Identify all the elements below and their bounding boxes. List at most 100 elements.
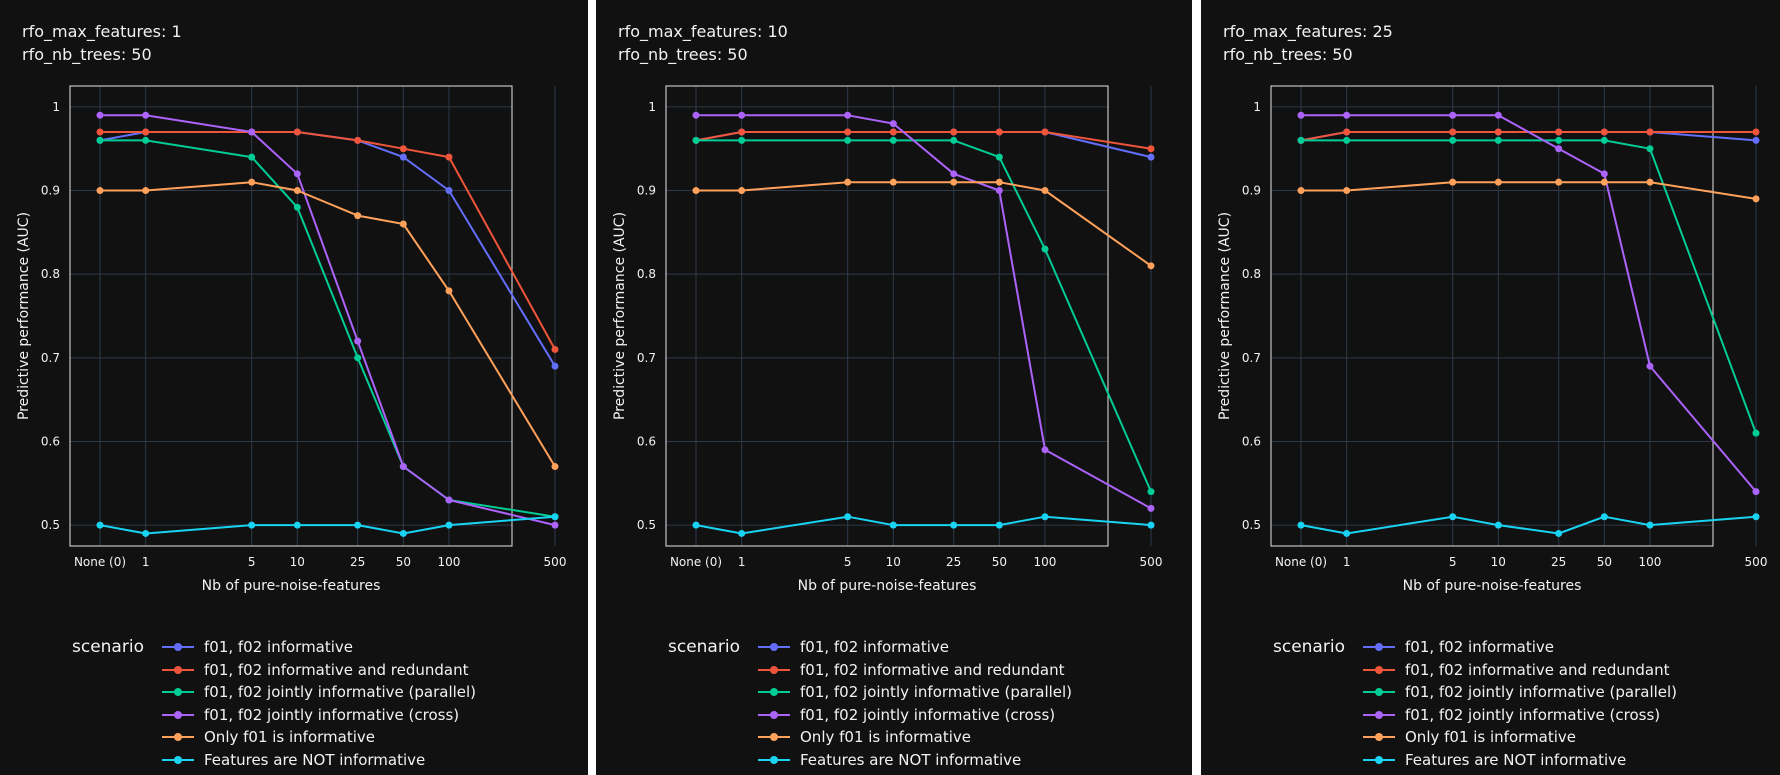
param-max-features: rfo_max_features: 25	[1223, 22, 1393, 41]
legend-item[interactable]: Only f01 is informative	[758, 727, 971, 747]
legend-item[interactable]: Only f01 is informative	[1363, 727, 1576, 747]
data-point	[399, 153, 407, 161]
y-tick-label: 1	[52, 100, 60, 114]
data-point	[1555, 529, 1563, 537]
data-point	[1449, 136, 1457, 144]
data-point	[889, 136, 897, 144]
legend-swatch-icon	[162, 664, 194, 676]
data-point	[445, 187, 453, 195]
data-point	[1555, 145, 1563, 153]
series-line	[96, 128, 559, 370]
line-chart: None (0) 1 5 10 25 50 100 500 0.5 0.6 0.7 0.8 0.9 1 Nb…	[1217, 85, 1767, 594]
panel-header: rfo_max_features: 25 rfo_nb_trees: 50	[1223, 20, 1393, 66]
series-line	[692, 128, 1155, 161]
data-point	[354, 136, 362, 144]
plot-area-border	[665, 85, 1109, 547]
data-point	[1041, 187, 1049, 195]
legend-item[interactable]: f01, f02 informative and redundant	[758, 660, 1065, 680]
legend-item[interactable]: f01, f02 jointly informative (parallel)	[758, 682, 1072, 702]
x-tick-label: 5	[248, 555, 256, 569]
x-tick-label: None (0)	[1275, 555, 1327, 569]
y-tick-label: 0.7	[41, 351, 60, 365]
x-tick-label: 25	[946, 555, 961, 569]
data-point	[354, 337, 362, 345]
legend-item[interactable]: Features are NOT informative	[162, 750, 425, 770]
legend-swatch-icon	[758, 731, 790, 743]
legend-label: f01, f02 jointly informative (parallel)	[204, 683, 477, 701]
chart-panel-3: rfo_max_features: 25 rfo_nb_trees: 50 No…	[1201, 0, 1780, 775]
data-point	[1494, 128, 1502, 136]
legend-item[interactable]: f01, f02 informative	[1363, 637, 1554, 657]
data-point	[142, 136, 150, 144]
data-point	[551, 362, 559, 370]
data-point	[889, 128, 897, 136]
legend-item[interactable]: f01, f02 informative	[758, 637, 949, 657]
data-point	[889, 120, 897, 128]
x-axis-title: Nb of pure-noise-features	[798, 578, 977, 594]
legend-item[interactable]: f01, f02 informative and redundant	[1363, 660, 1670, 680]
legend-swatch-icon	[1363, 731, 1395, 743]
series-path	[1300, 131, 1756, 142]
y-tick-label: 0.9	[41, 184, 60, 198]
series-line	[1297, 111, 1760, 496]
chart-panel-2: rfo_max_features: 10 rfo_nb_trees: 50 No…	[596, 0, 1192, 775]
series-line	[692, 111, 1155, 512]
data-point	[995, 178, 1003, 186]
data-point	[1297, 521, 1305, 529]
legend-item[interactable]: f01, f02 informative and redundant	[162, 660, 469, 680]
data-point	[738, 187, 746, 195]
series-line	[96, 513, 559, 537]
param-max-features: rfo_max_features: 10	[618, 22, 788, 41]
x-tick-label: 10	[290, 555, 305, 569]
legend-item[interactable]: f01, f02 jointly informative (parallel)	[162, 682, 476, 702]
legend-item[interactable]: Only f01 is informative	[162, 727, 375, 747]
data-point	[1600, 128, 1608, 136]
legend-label: f01, f02 jointly informative (parallel)	[800, 683, 1073, 701]
legend-item[interactable]: f01, f02 jointly informative (cross)	[1363, 705, 1660, 725]
x-tick-label: 25	[350, 555, 365, 569]
plot-area-border	[69, 85, 513, 547]
y-tick-label: 1	[648, 100, 656, 114]
x-tick-label: 25	[1551, 555, 1566, 569]
legend-label: Only f01 is informative	[800, 728, 972, 746]
legend-swatch-icon	[1363, 754, 1395, 766]
x-tick-label: 100	[438, 555, 461, 569]
x-tick-label: 500	[1140, 555, 1163, 569]
data-point	[1646, 145, 1654, 153]
data-point	[950, 178, 958, 186]
line-chart: None (0) 1 5 10 25 50 100 500 0.5 0.6 0.7 0.8 0.9 1 Nb…	[16, 85, 567, 594]
data-point	[738, 136, 746, 144]
data-point	[399, 145, 407, 153]
data-point	[844, 513, 852, 521]
x-tick-label: 500	[544, 555, 567, 569]
series-line	[96, 128, 559, 353]
data-point	[445, 153, 453, 161]
data-point	[142, 128, 150, 136]
legend-swatch-icon	[758, 754, 790, 766]
data-point	[1600, 178, 1608, 186]
y-tick-label: 0.5	[637, 518, 656, 532]
series-line	[1297, 136, 1760, 437]
legend-item[interactable]: f01, f02 informative	[162, 637, 353, 657]
legend-item[interactable]: Features are NOT informative	[758, 750, 1021, 770]
data-point	[1343, 529, 1351, 537]
legend-swatch-icon	[162, 754, 194, 766]
x-tick-label: 1	[1343, 555, 1351, 569]
data-point	[248, 153, 256, 161]
data-point	[248, 178, 256, 186]
data-point	[1494, 111, 1502, 119]
legend-item[interactable]: Features are NOT informative	[1363, 750, 1626, 770]
data-point	[1646, 521, 1654, 529]
legend-label: Features are NOT informative	[1405, 750, 1627, 769]
data-point	[293, 187, 301, 195]
data-point	[399, 463, 407, 471]
panel-header: rfo_max_features: 10 rfo_nb_trees: 50	[618, 20, 788, 66]
y-tick-label: 0.7	[1242, 351, 1261, 365]
legend-item[interactable]: f01, f02 jointly informative (cross)	[758, 705, 1055, 725]
legend-item[interactable]: f01, f02 jointly informative (parallel)	[1363, 682, 1677, 702]
x-axis-title: Nb of pure-noise-features	[202, 578, 381, 594]
series-path	[99, 515, 556, 535]
param-nb-trees: rfo_nb_trees: 50	[1223, 45, 1353, 64]
legend-item[interactable]: f01, f02 jointly informative (cross)	[162, 705, 459, 725]
data-point	[1343, 111, 1351, 119]
